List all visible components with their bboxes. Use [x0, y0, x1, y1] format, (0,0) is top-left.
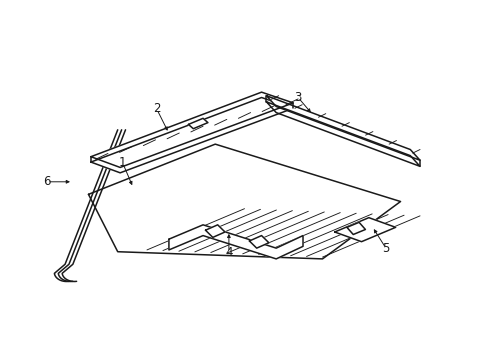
Text: 6: 6	[43, 175, 51, 188]
Polygon shape	[346, 222, 365, 234]
Text: 1: 1	[119, 156, 126, 169]
Polygon shape	[88, 144, 400, 259]
Polygon shape	[249, 235, 268, 248]
Text: 2: 2	[153, 103, 160, 116]
Polygon shape	[91, 98, 293, 173]
Polygon shape	[188, 118, 207, 129]
Text: 5: 5	[382, 242, 389, 255]
Polygon shape	[266, 102, 419, 166]
Polygon shape	[266, 96, 419, 160]
Text: 4: 4	[224, 246, 232, 259]
Text: 3: 3	[294, 91, 301, 104]
Polygon shape	[334, 218, 395, 242]
Polygon shape	[91, 92, 293, 167]
Polygon shape	[205, 225, 224, 237]
Polygon shape	[168, 225, 303, 259]
